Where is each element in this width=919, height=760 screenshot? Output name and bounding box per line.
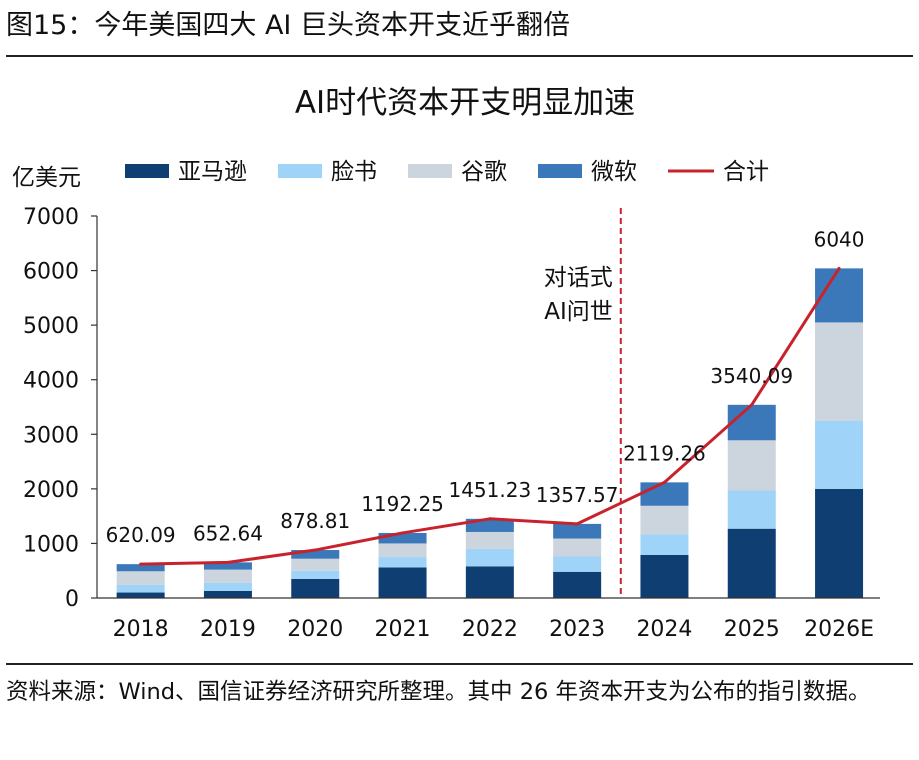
bar-segment: [116, 592, 165, 598]
legend-label: 合计: [723, 159, 769, 185]
bar-segment: [553, 556, 602, 572]
total-point: [488, 517, 492, 521]
bar-segment: [815, 420, 864, 489]
bar-segment: [640, 505, 689, 535]
total-point: [575, 522, 579, 526]
bar-segment: [203, 569, 252, 583]
event-annotation: 对话式 AI问世: [544, 208, 622, 598]
y-tick-label: 3000: [23, 423, 79, 448]
y-unit-label: 亿美元: [12, 165, 81, 191]
bar-segment: [116, 584, 165, 593]
total-point: [226, 560, 230, 564]
bar-segment: [378, 567, 427, 598]
bar-segment: [291, 558, 340, 571]
legend-label: 谷歌: [461, 159, 507, 185]
y-tick-label: 4000: [23, 369, 79, 394]
x-tick-label: 2019: [200, 617, 256, 642]
x-tick-label: 2025: [724, 617, 780, 642]
bar-segment: [291, 550, 340, 559]
chart-area: AI时代资本开支明显加速 亿美元 亚马逊 脸书 谷歌 微软 合计 0 1000 2000 30…: [12, 85, 880, 642]
source-note: 资料来源：Wind、国信证券经济研究所整理。其中 26 年资本开支为公布的指引数…: [6, 679, 871, 705]
total-value-label: 3540.09: [710, 364, 793, 388]
bar-segment: [553, 523, 602, 539]
y-tick-label: 5000: [23, 314, 79, 339]
total-point: [750, 403, 754, 407]
x-tick-label: 2024: [636, 617, 692, 642]
total-value-label: 1357.57: [536, 483, 619, 507]
total-point: [139, 562, 143, 566]
x-axis: 2018 2019 2020 2021 2022 2023 2024 2025 2026E: [97, 597, 880, 642]
bar-segment: [378, 543, 427, 558]
figure-caption: 图15：今年美国四大 AI 巨头资本开支近乎翻倍: [6, 10, 570, 41]
y-tick-label: 1000: [23, 532, 79, 557]
legend: 亚马逊 脸书 谷歌 微软 合计: [125, 159, 769, 185]
x-tick-label: 2022: [462, 617, 518, 642]
x-tick-label: 2026E: [804, 617, 874, 642]
legend-label: 脸书: [331, 159, 377, 185]
top-rule: [6, 55, 913, 57]
bar-segment: [116, 564, 165, 572]
legend-swatch: [408, 164, 452, 178]
x-tick-label: 2020: [287, 617, 343, 642]
x-tick-label: 2018: [113, 617, 169, 642]
bar-segment: [465, 531, 514, 549]
bar-segment: [203, 590, 252, 598]
bar-segment: [640, 554, 689, 598]
bar-segment: [815, 488, 864, 598]
bar-segment: [291, 570, 340, 579]
bar-segment: [116, 571, 165, 585]
total-value-label: 1451.23: [448, 478, 531, 502]
bar-segment: [465, 548, 514, 567]
x-tick-label: 2021: [375, 617, 431, 642]
bar-segment: [815, 322, 864, 421]
x-tick-label: 2023: [549, 617, 605, 642]
bar-segment: [203, 582, 252, 591]
bar-segment: [727, 528, 776, 598]
bar-segment: [378, 557, 427, 568]
bar-segment: [553, 538, 602, 557]
total-value-label: 6040: [814, 227, 865, 251]
bar-segment: [640, 482, 689, 506]
y-tick-label: 0: [65, 587, 79, 612]
legend-swatch: [538, 164, 582, 178]
y-tick-label: 2000: [23, 478, 79, 503]
legend-label: 亚马逊: [178, 159, 247, 185]
bar-segment: [727, 490, 776, 529]
chart-title: AI时代资本开支明显加速: [295, 85, 635, 121]
bar-segment: [378, 532, 427, 544]
total-point: [837, 266, 841, 270]
bar-segment: [553, 571, 602, 598]
bar-segment: [203, 562, 252, 570]
y-axis: 0 1000 2000 3000 4000 5000 6000 7000: [23, 205, 98, 612]
total-point: [313, 548, 317, 552]
y-tick-label: 7000: [23, 205, 79, 230]
total-value-label: 652.64: [193, 521, 263, 545]
legend-swatch: [125, 164, 169, 178]
bar-segment: [640, 534, 689, 555]
legend-label: 微软: [591, 159, 637, 185]
total-value-label: 878.81: [280, 509, 350, 533]
bar-segment: [465, 566, 514, 598]
bar-stacks: [116, 268, 864, 598]
bar-segment: [291, 578, 340, 598]
total-value-label: 620.09: [106, 523, 176, 547]
total-value-label: 1192.25: [361, 492, 444, 516]
bar-segment: [727, 440, 776, 491]
bottom-rule: [6, 663, 913, 665]
y-tick-label: 6000: [23, 260, 79, 285]
legend-swatch: [278, 164, 322, 178]
bar-segment: [727, 404, 776, 441]
total-point: [662, 480, 666, 484]
total-point: [401, 531, 405, 535]
event-label: AI问世: [544, 299, 613, 325]
event-label: 对话式: [544, 265, 613, 291]
total-value-label: 2119.26: [623, 441, 706, 465]
